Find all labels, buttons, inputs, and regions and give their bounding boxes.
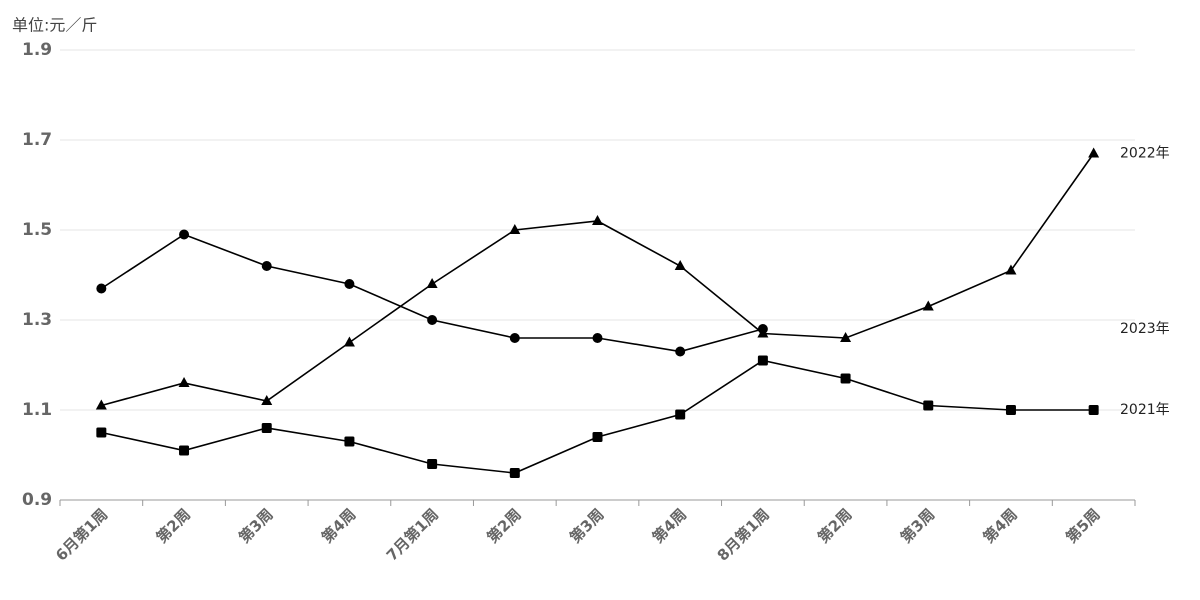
x-tick-label: 第5周 — [1062, 505, 1103, 546]
marker — [179, 445, 190, 456]
y-tick-label: 1.7 — [22, 130, 52, 150]
marker — [344, 436, 355, 447]
y-tick-label: 1.3 — [22, 310, 52, 330]
x-tick-label: 第3周 — [566, 505, 607, 546]
series-line — [101, 153, 1095, 407]
marker — [592, 215, 603, 225]
series-line — [101, 359, 1094, 474]
x-tick-label: 第4周 — [980, 505, 1021, 546]
marker — [1088, 405, 1099, 415]
marker — [923, 400, 934, 411]
marker — [95, 399, 107, 410]
marker — [426, 278, 438, 288]
x-tick-label: 第2周 — [814, 505, 855, 546]
x-tick-label: 第4周 — [649, 505, 690, 546]
marker — [675, 409, 686, 420]
y-tick-label: 1.9 — [22, 40, 52, 60]
marker — [592, 333, 603, 343]
marker — [757, 355, 768, 366]
series-label: 2022年 — [1120, 146, 1170, 162]
x-tick-label: 第3周 — [897, 505, 938, 546]
x-tick-label: 6月第1周 — [52, 505, 111, 564]
marker — [509, 224, 521, 234]
series-label: 2021年 — [1120, 402, 1170, 418]
marker — [840, 373, 851, 384]
x-tick-label: 第2周 — [153, 505, 194, 546]
marker — [427, 315, 438, 325]
marker — [922, 300, 934, 311]
marker — [96, 427, 107, 438]
marker — [343, 336, 355, 347]
marker — [427, 459, 438, 469]
series-line — [100, 233, 764, 353]
marker — [674, 260, 686, 270]
marker — [592, 432, 603, 442]
y-tick-label: 1.5 — [22, 220, 52, 240]
marker — [509, 333, 520, 343]
x-tick-label: 第4周 — [318, 505, 359, 546]
marker — [1005, 405, 1016, 415]
y-tick-label: 1.1 — [22, 400, 52, 420]
marker — [261, 423, 272, 433]
marker — [261, 261, 272, 271]
marker — [178, 377, 190, 387]
x-tick-label: 第3周 — [235, 505, 276, 546]
x-tick-label: 第2周 — [483, 505, 524, 546]
x-tick-label: 7月第1周 — [383, 505, 442, 564]
marker — [179, 229, 190, 240]
marker — [675, 346, 686, 357]
marker — [261, 395, 273, 405]
marker — [344, 279, 355, 289]
marker — [1088, 147, 1100, 158]
marker — [509, 468, 520, 478]
y-axis-label: 单位:元／斤 — [12, 16, 97, 35]
y-tick-label: 0.9 — [22, 490, 52, 510]
series-label: 2023年 — [1120, 321, 1170, 337]
marker — [757, 324, 768, 334]
marker — [1005, 264, 1017, 275]
marker — [96, 283, 107, 294]
marker — [840, 332, 852, 342]
x-tick-label: 8月第1周 — [714, 505, 773, 564]
